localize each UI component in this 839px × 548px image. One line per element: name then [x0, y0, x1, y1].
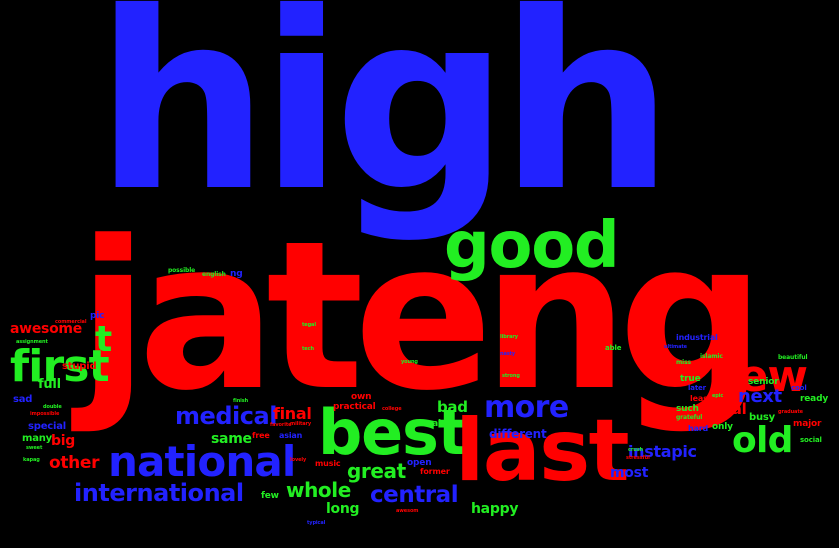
- word-whole: whole: [286, 478, 351, 502]
- word-stupid: stupid: [62, 361, 97, 372]
- word-national: national: [108, 437, 296, 486]
- word-assignment: assignment: [16, 339, 48, 345]
- word-beautiful: beautiful: [778, 354, 808, 361]
- word-first: first: [10, 341, 110, 392]
- word-islamic: islamic: [700, 353, 723, 360]
- word-sweet: sweet: [26, 445, 43, 451]
- word-more: more: [484, 390, 569, 425]
- word-industrial: industrial: [676, 333, 718, 342]
- word-favorite: favorite: [270, 422, 292, 428]
- word-double: double: [43, 404, 62, 410]
- word-old: old: [732, 420, 793, 461]
- word-typical: typical: [307, 520, 326, 526]
- word-other: other: [49, 453, 100, 473]
- word-new: new: [708, 351, 808, 402]
- word-open: open: [407, 458, 432, 468]
- word-long: long: [326, 501, 360, 517]
- word-instapic: instapic: [628, 442, 697, 461]
- word-music: music: [315, 459, 341, 468]
- word-ultimate: ultimate: [664, 344, 687, 350]
- word-medical: medical: [175, 402, 277, 430]
- word-commercial: commercial: [55, 319, 87, 325]
- word-stressful: stressful: [626, 455, 650, 461]
- word-dental: dental: [503, 365, 521, 371]
- word-few: few: [261, 491, 279, 501]
- word-later: later: [688, 384, 706, 392]
- word-aaral: aaral: [705, 400, 747, 418]
- word-english: english: [202, 271, 226, 278]
- word-t: t: [95, 319, 112, 360]
- word-least: least: [690, 394, 712, 403]
- word-many: many: [22, 433, 53, 444]
- word-awesome: awesome: [10, 321, 82, 337]
- word-kung: kung: [552, 282, 569, 289]
- word-able: able: [605, 344, 622, 352]
- word-tegal: tegal: [302, 322, 316, 328]
- word-epic: epic: [712, 393, 724, 399]
- word-kapag: kapag: [23, 457, 40, 463]
- word-cool: cool: [791, 384, 807, 392]
- word-tech: tech: [302, 346, 314, 352]
- word-major: major: [793, 419, 822, 429]
- word-final: final: [273, 404, 312, 423]
- word-international: international: [74, 479, 244, 507]
- word-young: young: [401, 359, 418, 365]
- word-nasty: nasty: [500, 351, 516, 357]
- word-true: true: [680, 374, 701, 384]
- word-happy: happy: [471, 501, 519, 517]
- word-miss: miss: [676, 359, 691, 366]
- word-own: own: [351, 392, 372, 402]
- word-asian: asian: [279, 431, 303, 440]
- word-lovely: lovely: [290, 457, 307, 463]
- word-senior: senior: [748, 377, 779, 387]
- word-good: good: [444, 209, 620, 283]
- word-d: d: [511, 324, 517, 333]
- word-bad: bad: [437, 398, 468, 416]
- word-practical: practical: [333, 402, 376, 412]
- word-best: best: [318, 396, 467, 469]
- word-same: same: [211, 431, 252, 447]
- word-crush: crush: [628, 447, 644, 453]
- word-military: military: [290, 421, 312, 427]
- word-ready: ready: [800, 394, 829, 404]
- word-full: full: [38, 377, 61, 392]
- word-special: special: [28, 421, 67, 432]
- word-social: social: [800, 436, 822, 444]
- word-dead: dead: [717, 326, 734, 333]
- word-library: library: [500, 334, 518, 340]
- word-ng: ng: [230, 269, 243, 279]
- word-last: last: [455, 401, 630, 501]
- word-sad: sad: [13, 394, 33, 405]
- word-central: central: [370, 482, 459, 508]
- word-busy: busy: [749, 412, 775, 423]
- word-grateful: grateful: [676, 414, 703, 421]
- word-jateng: jateng: [78, 198, 765, 436]
- word-high: high: [95, 0, 674, 245]
- word-awesom: awesom: [396, 508, 419, 514]
- word-strong: strong: [502, 373, 520, 379]
- word-next: next: [738, 386, 782, 407]
- word-impossible: impossible: [30, 411, 60, 417]
- word-most: most: [610, 465, 649, 481]
- word-big: big: [51, 433, 76, 449]
- word-hard: hard: [688, 424, 709, 433]
- word-former: former: [420, 467, 450, 476]
- word-such: such: [676, 404, 699, 414]
- word-great: great: [347, 459, 406, 483]
- word-free: free: [252, 431, 270, 440]
- word-only: only: [712, 422, 733, 432]
- word-possible: possible: [168, 267, 196, 274]
- word-pic: pic: [90, 311, 105, 321]
- word-different: different: [489, 427, 547, 441]
- word-graduate: graduate: [778, 409, 803, 415]
- word-aral: aral: [422, 419, 441, 429]
- word-college: college: [382, 406, 402, 412]
- word-finish: finish: [233, 398, 249, 404]
